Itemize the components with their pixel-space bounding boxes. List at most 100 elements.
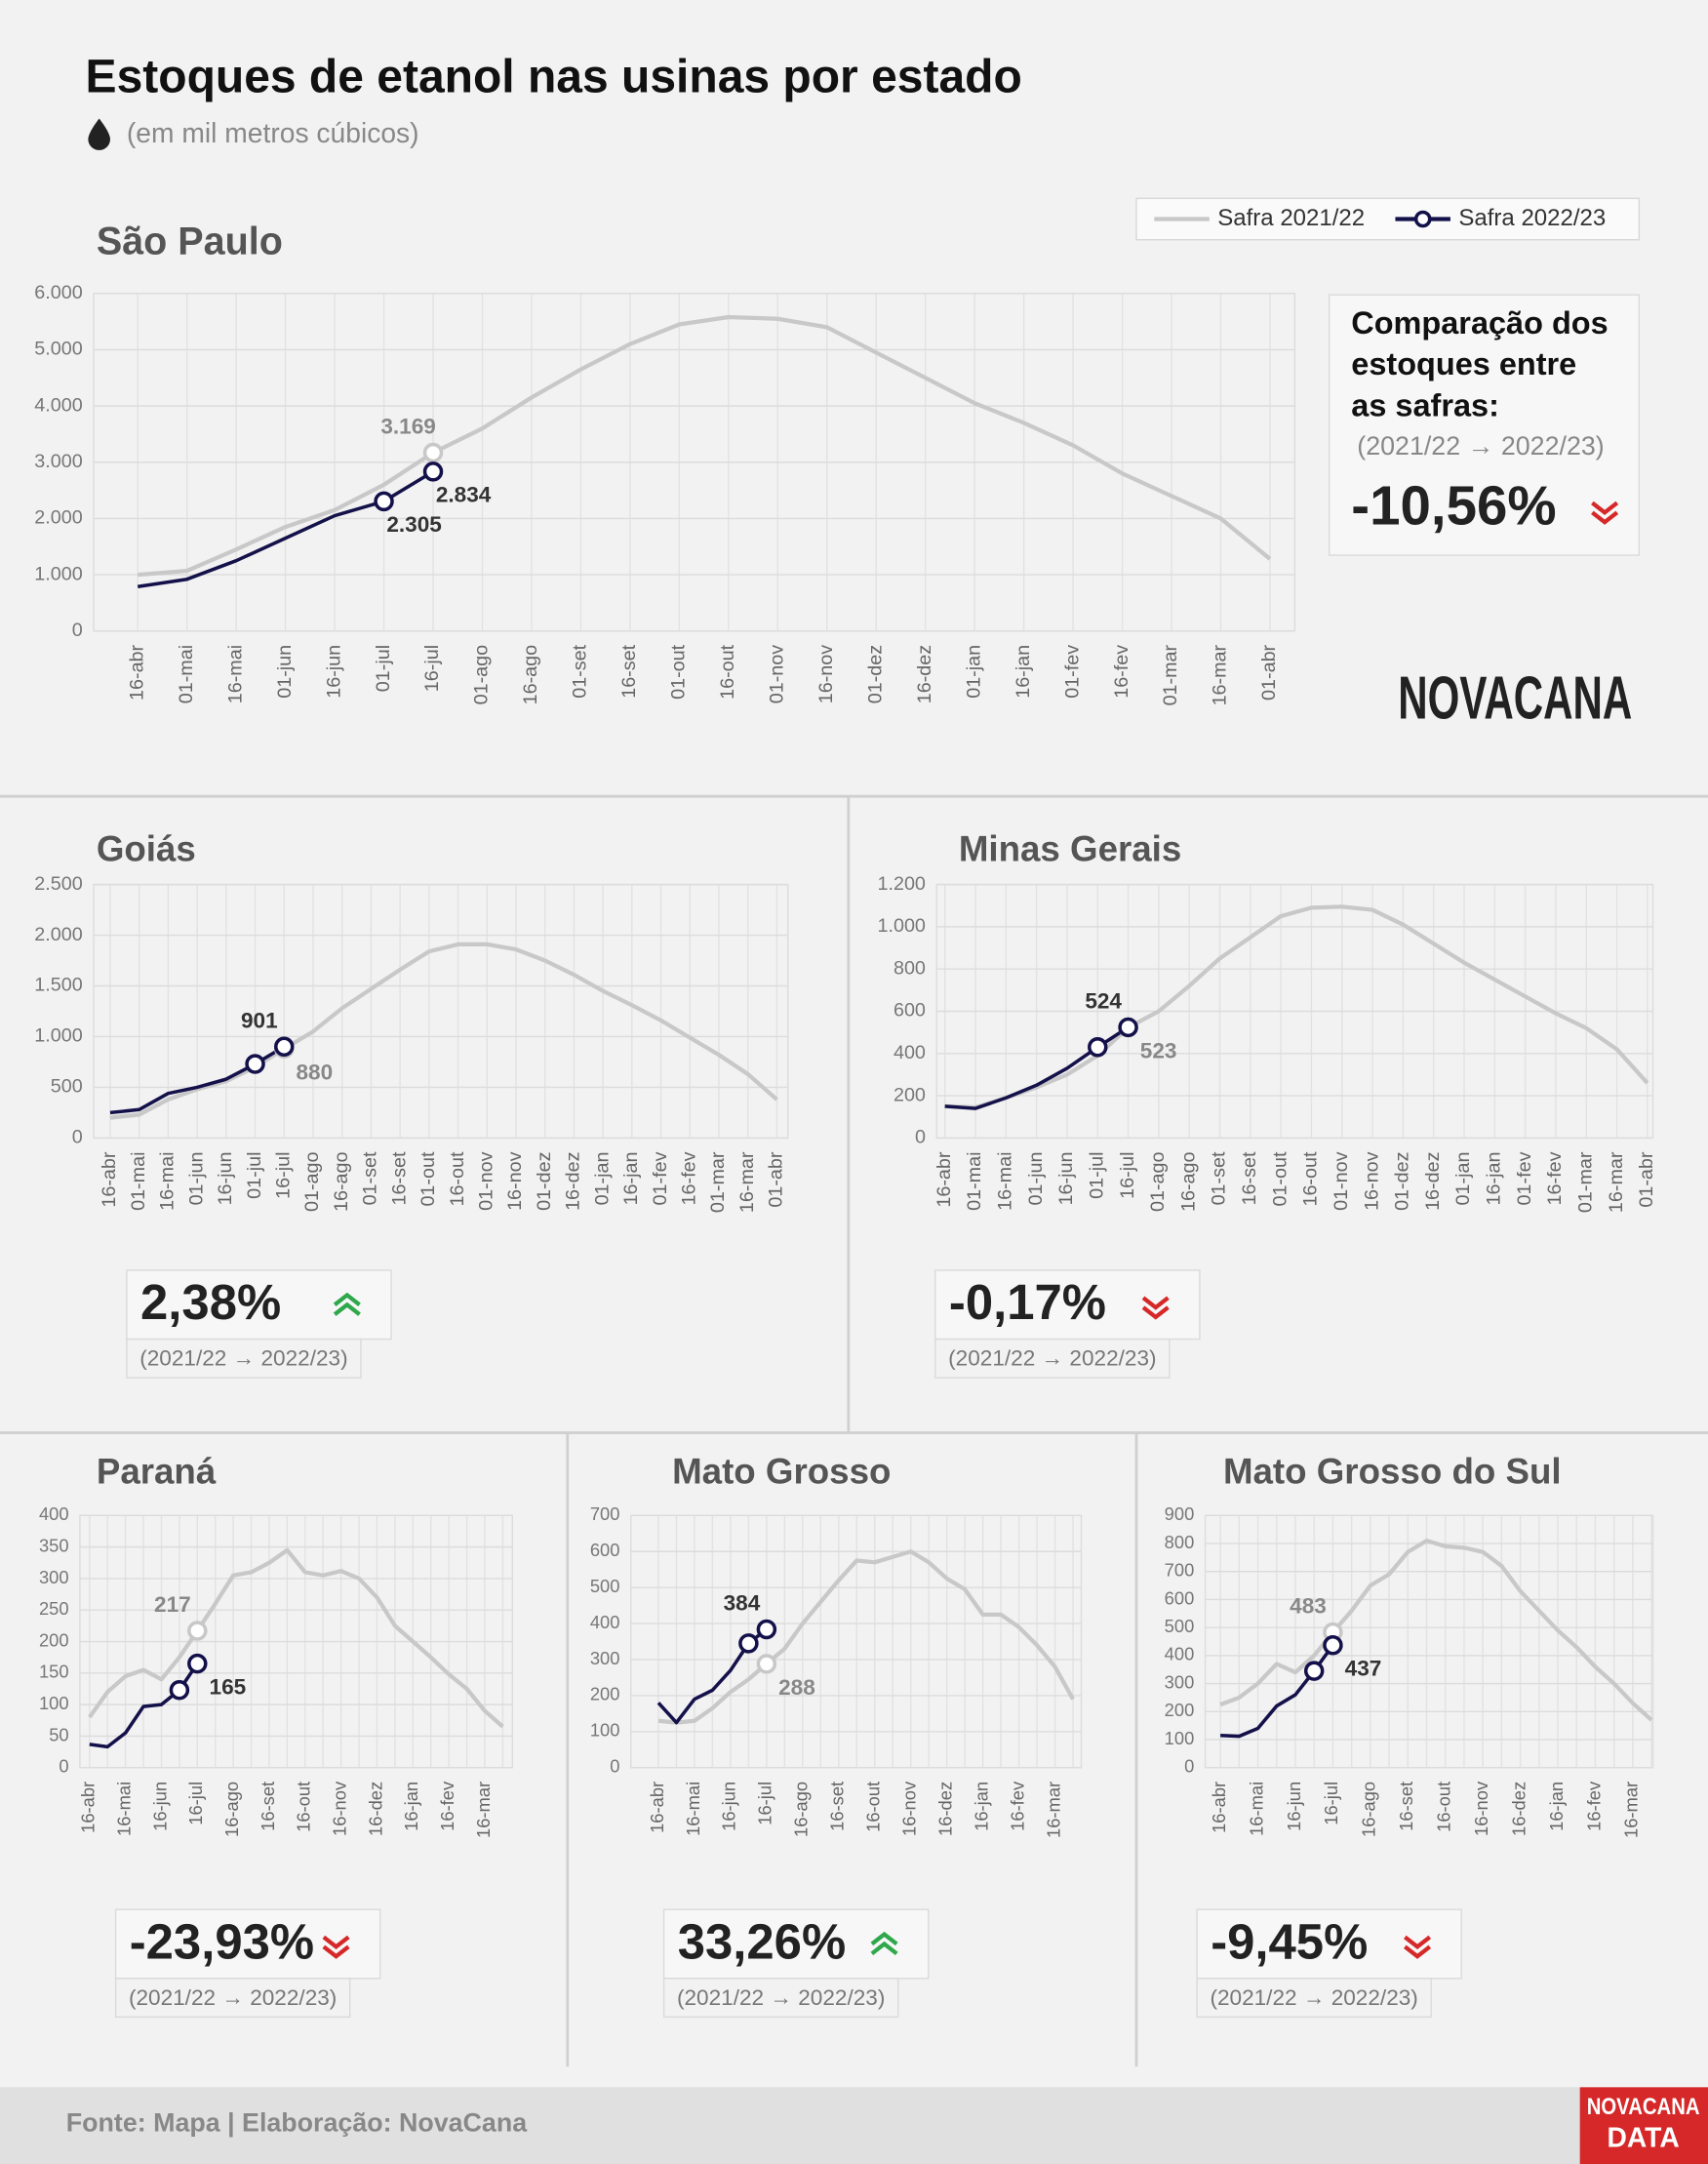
y-tick-label: 200 (39, 1629, 69, 1650)
x-tick-label: 16-jul (1321, 1782, 1341, 1825)
x-tick-label: 16-out (717, 644, 738, 700)
x-tick-label: 01-fev (1061, 645, 1083, 699)
x-tick-label: 16-fev (1111, 645, 1132, 699)
x-tick-label: 16-jan (620, 1152, 642, 1206)
y-tick-label: 50 (49, 1724, 68, 1744)
y-tick-label: 0 (72, 1127, 83, 1148)
x-tick-label: 16-abr (99, 1151, 120, 1208)
y-tick-label: 400 (39, 1503, 69, 1524)
y-tick-label: 1.000 (34, 563, 82, 584)
y-tick-label: 800 (1165, 1532, 1195, 1552)
x-tick-label: 16-ago (1177, 1152, 1199, 1213)
data-label: 288 (778, 1675, 815, 1700)
x-tick-label: 01-set (570, 644, 591, 698)
x-tick-label: 16-set (827, 1782, 848, 1831)
chart-title: Mato Grosso do Sul (1223, 1452, 1562, 1492)
period-box (934, 1338, 1171, 1379)
x-tick-label: 16-jul (185, 1782, 206, 1825)
trend-arrow (322, 1935, 350, 1959)
legend-box (1135, 197, 1641, 241)
plot-area (93, 883, 789, 1140)
comparison-value: -0,17% (949, 1274, 1106, 1330)
comparison-period: (2021/22 → 2022/23) (1357, 431, 1604, 461)
y-tick-label: 200 (590, 1684, 620, 1704)
x-tick-label: 16-set (1396, 1782, 1416, 1831)
series-line (88, 1547, 504, 1729)
point-marker (374, 491, 394, 512)
comparison-value: -10,56% (1351, 474, 1556, 536)
x-tick-label: 16-out (294, 1782, 314, 1832)
x-tick-label: 16-fev (1007, 1781, 1027, 1831)
comparison-period: (2021/22 → 2022/23) (129, 1985, 337, 2010)
x-tick-label: 01-jul (373, 645, 394, 692)
x-tick-label: 01-dez (864, 645, 886, 703)
trend-arrow (1141, 1296, 1170, 1320)
x-tick-label: 16-jan (1484, 1152, 1505, 1206)
y-tick-label: 600 (590, 1540, 620, 1560)
comparison-period: (2021/22 → 2022/23) (948, 1346, 1156, 1371)
data-logo-line: DATA (1608, 2121, 1680, 2152)
x-tick-label: 16-mai (995, 1152, 1016, 1211)
x-tick-label: 16-nov (899, 1781, 920, 1836)
x-tick-label: 01-mar (1160, 644, 1181, 705)
x-tick-label: 16-jan (1013, 645, 1034, 699)
x-tick-label: 16-jun (1055, 1152, 1077, 1206)
x-tick-label: 16-ago (520, 645, 541, 705)
data-label: 3.169 (380, 415, 436, 439)
data-label: 524 (1085, 988, 1122, 1013)
y-tick-label: 700 (590, 1503, 620, 1524)
series-line (944, 904, 1649, 1110)
x-tick-label: 16-ago (331, 1152, 352, 1213)
drop-icon (88, 118, 110, 150)
x-tick-label: 16-mar (1606, 1151, 1627, 1213)
chart-title: São Paulo (97, 220, 283, 262)
page-subtitle: (em mil metros cúbicos) (127, 117, 419, 148)
y-tick-label: 300 (39, 1567, 69, 1587)
x-tick-label: 01-out (1269, 1151, 1291, 1207)
chart-title: Goiás (97, 828, 196, 868)
y-tick-label: 1.000 (34, 1025, 82, 1047)
x-tick-label: 16-set (388, 1151, 410, 1205)
x-tick-label: 16-abr (1209, 1782, 1229, 1833)
x-tick-label: 16-mar (473, 1782, 494, 1838)
legend-marker (1413, 210, 1432, 228)
y-tick-label: 350 (39, 1535, 69, 1555)
x-tick-label: 16-dez (1508, 1782, 1529, 1836)
x-tick-label: 16-fev (1583, 1781, 1604, 1831)
x-tick-label: 16-mai (1246, 1782, 1266, 1836)
y-tick-label: 100 (590, 1720, 620, 1741)
x-tick-label: 16-out (863, 1782, 884, 1832)
y-tick-label: 5.000 (34, 339, 82, 360)
y-tick-label: 400 (1165, 1644, 1195, 1664)
x-tick-label: 16-ago (221, 1782, 242, 1837)
data-label: 2.834 (436, 483, 492, 507)
y-tick-label: 800 (894, 957, 926, 979)
y-tick-label: 700 (1165, 1560, 1195, 1581)
footer-source: Fonte: Mapa | Elaboração: NovaCana (66, 2108, 528, 2138)
y-tick-label: 300 (590, 1648, 620, 1668)
x-tick-label: 16-dez (935, 1782, 956, 1836)
x-tick-label: 16-jan (1546, 1782, 1567, 1831)
data-label: 165 (210, 1675, 247, 1700)
legend-label: Safra 2022/23 (1458, 205, 1606, 231)
x-tick-label: 16-jun (323, 645, 344, 699)
x-tick-label: 01-abr (766, 1151, 787, 1208)
x-tick-label: 01-dez (534, 1152, 555, 1211)
point-marker (187, 1653, 208, 1674)
y-tick-label: 1.500 (34, 975, 82, 996)
comparison-value: 2,38% (140, 1274, 281, 1330)
period-box (126, 1338, 362, 1379)
x-tick-label: 16-jul (1117, 1152, 1138, 1199)
point-marker (756, 1619, 777, 1640)
comparison-heading: estoques entre (1351, 346, 1576, 381)
x-tick-label: 16-jun (719, 1782, 739, 1831)
y-tick-label: 250 (39, 1598, 69, 1619)
x-tick-label: 16-ago (1359, 1782, 1379, 1837)
y-tick-label: 6.000 (34, 282, 82, 303)
comparison-box (934, 1269, 1201, 1341)
data-logo-line: NOVACANA (1587, 2094, 1700, 2120)
x-tick-label: 16-out (1300, 1151, 1322, 1207)
data-label: 880 (296, 1060, 333, 1084)
data-logo-box (1579, 2087, 1708, 2164)
